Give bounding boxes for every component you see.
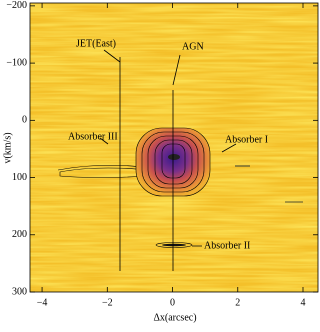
annotation: Absorber II	[204, 240, 250, 251]
y-tick-label: 300	[12, 286, 27, 297]
x-tick-label: −2	[102, 297, 113, 308]
annotation: AGN	[182, 41, 204, 52]
annotation: Absorber III	[68, 131, 118, 142]
y-axis-label: v(km/s)	[2, 132, 13, 163]
x-tick-label: 0	[170, 297, 175, 308]
plot-frame	[29, 2, 319, 293]
x-tick-label: −4	[37, 297, 48, 308]
x-tick-label: 2	[235, 297, 240, 308]
y-tick-label: −100	[6, 57, 27, 68]
y-tick-label: 0	[22, 115, 27, 126]
annotation: Absorber I	[225, 134, 268, 145]
x-tick-label: 4	[300, 297, 305, 308]
y-tick-label: −200	[6, 0, 27, 11]
y-tick-label: 100	[12, 172, 27, 183]
x-axis-label: Δx(arcsec)	[153, 312, 196, 323]
annotation: JET(East)	[76, 38, 116, 49]
guides	[99, 49, 237, 271]
y-tick-label: 200	[12, 229, 27, 240]
